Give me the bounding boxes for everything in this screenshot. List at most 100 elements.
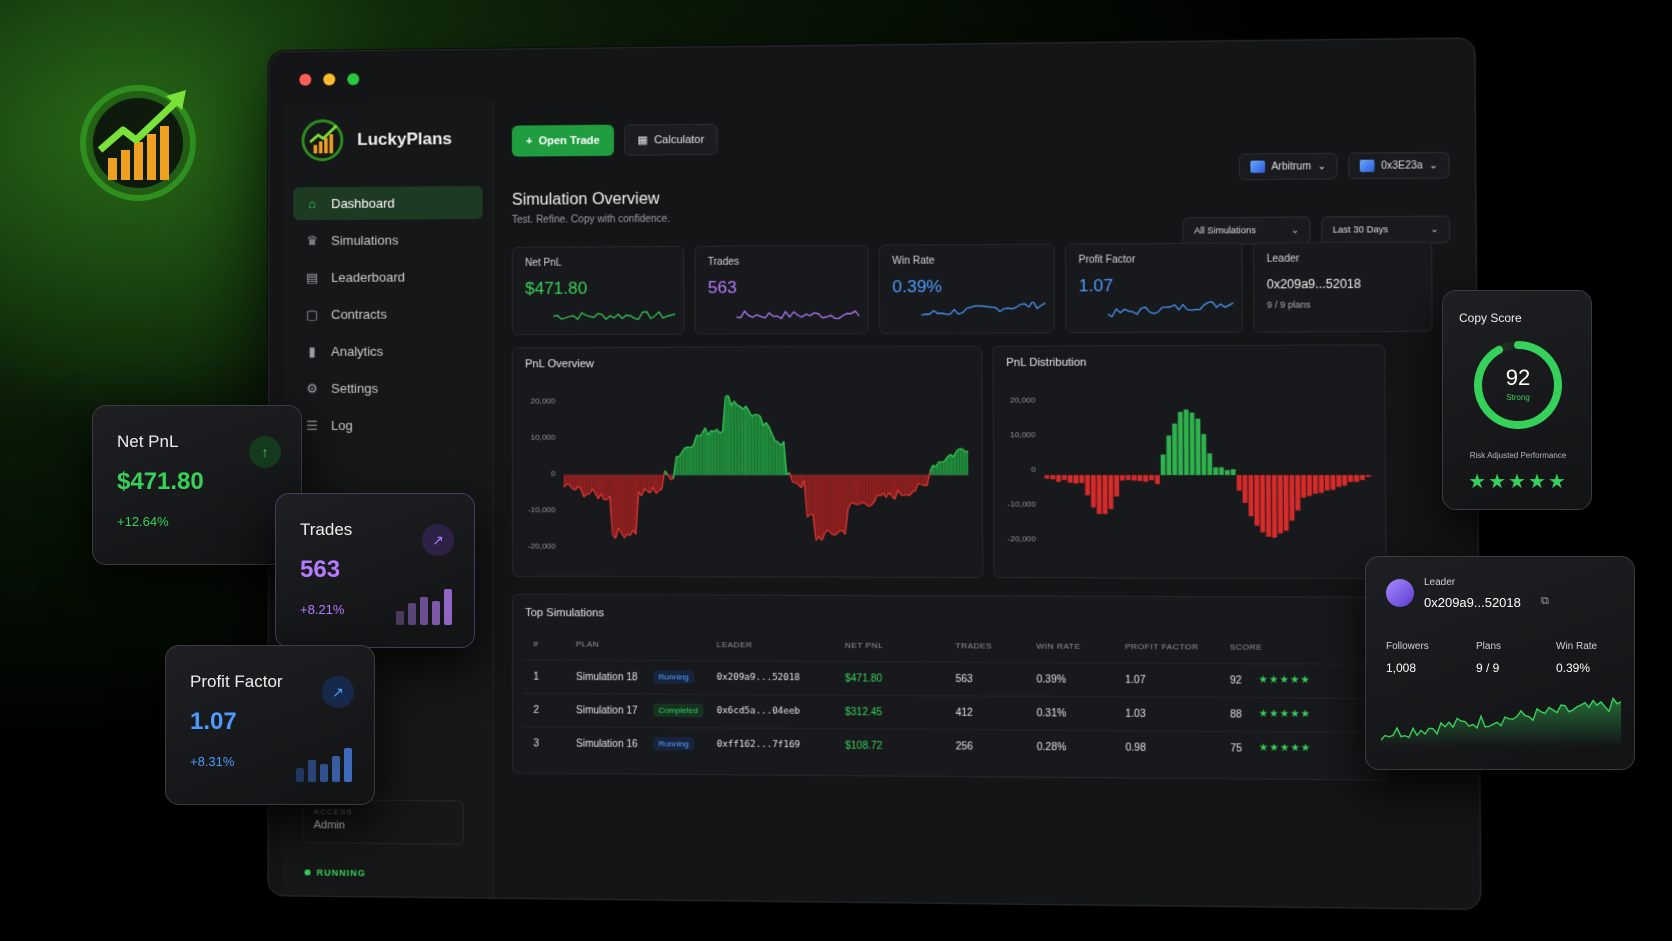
- column-header[interactable]: #: [533, 639, 538, 648]
- distribution-bar: [1348, 475, 1353, 482]
- table-row[interactable]: 1 Simulation 18 Running 0x209a9...52018 $471…: [523, 659, 1376, 696]
- pnl-area-negative: [807, 475, 810, 517]
- sidebar-item-label: Analytics: [331, 344, 383, 359]
- mini-bar: [408, 603, 416, 625]
- pnl-area-negative: [924, 475, 927, 486]
- stat-leader[interactable]: Leader 0x209a9...52018 9 / 9 plans: [1253, 241, 1433, 332]
- date-range-value: Last 30 Days: [1333, 224, 1389, 236]
- copy-score-label: Strong: [1443, 393, 1593, 402]
- pnl-area-positive: [778, 442, 781, 475]
- stat-net-pnl[interactable]: Net PnL $471.80: [512, 246, 684, 335]
- pnl-area-positive: [714, 429, 717, 475]
- table-row[interactable]: 3 Simulation 16 Running 0xff162...7f169 $108…: [523, 726, 1376, 765]
- stat-trades[interactable]: Trades 563: [694, 245, 868, 335]
- plan-name: Simulation 16: [576, 739, 638, 751]
- maximize-window-button[interactable]: [347, 73, 359, 85]
- trades: 563: [955, 674, 972, 685]
- page-title: Simulation Overview: [512, 191, 660, 210]
- pnl-area-negative: [854, 475, 857, 505]
- trades-mini-bars: [396, 589, 452, 625]
- distribution-bar: [1196, 419, 1201, 475]
- pnl-area-negative: [624, 475, 627, 538]
- pnl-area-negative: [587, 475, 590, 494]
- pnl-area-positive: [755, 414, 758, 475]
- pnl-area-negative: [621, 475, 624, 538]
- column-header[interactable]: SCORE: [1230, 642, 1263, 651]
- distribution-bar: [1366, 475, 1371, 477]
- column-header[interactable]: LEADER: [717, 640, 753, 649]
- pnl-area-positive: [763, 422, 766, 475]
- stat-profit-factor[interactable]: Profit Factor 1.07: [1065, 242, 1243, 333]
- stat-value: 563: [708, 277, 856, 298]
- sidebar-brand[interactable]: LuckyPlans: [283, 102, 492, 184]
- sparkline-profit-factor: [1108, 301, 1234, 322]
- close-window-button[interactable]: [299, 74, 311, 86]
- column-header[interactable]: PLAN: [576, 640, 599, 649]
- network-selector[interactable]: Arbitrum ⌄: [1239, 153, 1338, 180]
- column-header[interactable]: TRADES: [955, 641, 992, 650]
- pnl-line-segment: [567, 484, 570, 485]
- sparkline-win-rate: [921, 302, 1045, 323]
- crown-icon: ♛: [305, 234, 319, 248]
- pnl-area-negative: [892, 475, 895, 499]
- pnl-area-positive: [676, 456, 679, 475]
- stat-win-rate[interactable]: Win Rate 0.39%: [879, 244, 1055, 334]
- minimize-window-button[interactable]: [323, 73, 335, 85]
- sidebar-item-leaderboard[interactable]: ▤ Leaderboard: [293, 260, 483, 294]
- open-trade-label: Open Trade: [539, 134, 600, 147]
- sidebar-item-settings[interactable]: ⚙ Settings: [293, 372, 483, 405]
- column-header[interactable]: NET PNL: [845, 641, 883, 650]
- distribution-bar: [1114, 475, 1119, 496]
- win-rate: 0.39%: [1036, 674, 1066, 685]
- sidebar-item-log[interactable]: ☰ Log: [293, 409, 483, 442]
- pnl-area-negative: [816, 475, 819, 540]
- rating-stars-icon: ★★★★★: [1259, 742, 1312, 754]
- pnl-area-negative: [839, 475, 842, 531]
- gear-icon: ⚙: [305, 381, 319, 395]
- copy-icon[interactable]: ⧉: [1541, 595, 1549, 608]
- pnl-area-positive: [685, 447, 688, 475]
- column-header[interactable]: PROFIT FACTOR: [1125, 642, 1199, 652]
- calculator-button[interactable]: ▦ Calculator: [624, 124, 718, 156]
- arrow-up-right-icon: ↗: [322, 676, 354, 708]
- trades: 256: [956, 741, 973, 752]
- sidebar-item-dashboard[interactable]: ⌂ Dashboard: [293, 186, 482, 220]
- wallet-selector[interactable]: 0x3E23a ⌄: [1348, 152, 1450, 179]
- pnl-area-negative: [833, 475, 836, 535]
- pnl-area-positive: [962, 449, 965, 475]
- distribution-bar: [1354, 475, 1359, 482]
- sidebar-item-label: Dashboard: [331, 196, 395, 211]
- distribution-bar: [1172, 424, 1177, 476]
- distribution-bar: [1178, 412, 1183, 475]
- sidebar-item-contracts[interactable]: ▢ Contracts: [293, 297, 483, 331]
- date-range-filter[interactable]: Last 30 Days ⌄: [1321, 216, 1450, 245]
- distribution-bar: [1166, 436, 1171, 476]
- brand-logo-icon: [78, 78, 208, 208]
- distribution-bar: [1045, 475, 1050, 479]
- column-header[interactable]: WIN RATE: [1036, 642, 1080, 651]
- simulations-filter[interactable]: All Simulations ⌄: [1183, 216, 1311, 244]
- card-value: 1.07: [190, 708, 237, 736]
- status-text: RUNNING: [317, 868, 366, 879]
- followers-label: Followers: [1386, 641, 1429, 652]
- sparkline-net-pnl: [553, 303, 675, 324]
- calculator-icon: ▦: [637, 133, 648, 146]
- open-trade-button[interactable]: + Open Trade: [512, 125, 614, 157]
- sidebar-item-simulations[interactable]: ♛ Simulations: [293, 223, 482, 257]
- pnl-line-segment: [793, 482, 796, 483]
- leader-address: 0x209a9...52018: [1424, 595, 1521, 610]
- distribution-bar: [1295, 475, 1300, 510]
- trades: 412: [956, 708, 973, 719]
- pnl-line-segment: [942, 461, 945, 462]
- mini-bar: [332, 756, 340, 782]
- table-row[interactable]: 2 Simulation 17 Completed 0x6cd5a...04eeb $3…: [523, 693, 1376, 731]
- sidebar-item-analytics[interactable]: ▮ Analytics: [293, 334, 483, 368]
- distribution-bar: [1126, 475, 1131, 480]
- card-title: Net PnL: [117, 432, 178, 452]
- distribution-bar: [1283, 475, 1288, 531]
- win-rate-label: Win Rate: [1556, 641, 1597, 652]
- pnl-area-positive: [691, 445, 694, 475]
- stat-value: 1.07: [1079, 275, 1229, 296]
- profit-factor: 1.07: [1125, 675, 1145, 686]
- network-label: Arbitrum: [1271, 161, 1311, 173]
